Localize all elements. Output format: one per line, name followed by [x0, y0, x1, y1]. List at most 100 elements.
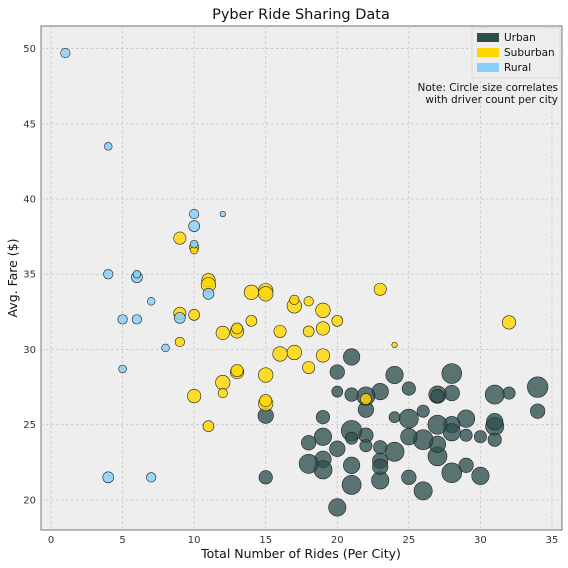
data-point [243, 284, 259, 300]
data-point [174, 336, 185, 348]
data-point [315, 302, 331, 318]
data-point [132, 270, 142, 279]
data-point [189, 239, 199, 249]
data-point [345, 431, 359, 445]
data-point [117, 314, 128, 325]
y-tick-label: 30 [23, 345, 36, 356]
series-urban [257, 348, 549, 517]
data-point [502, 315, 517, 330]
y-axis-label: Avg. Fare ($) [5, 238, 20, 317]
data-point [341, 475, 362, 495]
x-tick-label: 0 [48, 535, 54, 546]
data-point [441, 462, 463, 484]
data-point [272, 346, 288, 362]
data-point [188, 220, 200, 232]
data-point [258, 470, 273, 485]
data-point [189, 208, 200, 220]
data-point [344, 387, 359, 402]
x-tick-label: 5 [119, 535, 125, 546]
data-point [245, 315, 258, 327]
data-point [413, 481, 433, 501]
data-point [215, 374, 231, 391]
data-point [188, 309, 200, 321]
data-point [343, 456, 361, 474]
legend-label: Urban [504, 32, 536, 44]
data-point [131, 314, 142, 325]
y-tick-label: 35 [23, 270, 36, 281]
data-point [146, 472, 157, 483]
y-tick-label: 25 [23, 420, 36, 431]
data-point [399, 408, 419, 429]
data-point [219, 211, 226, 218]
data-point [388, 411, 401, 423]
data-point [313, 427, 332, 446]
x-tick-label: 35 [546, 535, 559, 546]
data-point [302, 325, 315, 338]
data-point [202, 287, 215, 300]
data-point [315, 321, 331, 336]
data-point [359, 439, 373, 453]
data-point [401, 381, 416, 396]
data-point [484, 384, 505, 405]
data-point [373, 282, 387, 296]
y-tick-label: 20 [23, 495, 36, 506]
data-point [217, 388, 228, 399]
data-point [486, 413, 504, 431]
x-tick-label: 25 [402, 535, 415, 546]
data-point [401, 469, 417, 485]
data-point [473, 430, 487, 444]
data-point [230, 364, 244, 377]
note-line: with driver count per city [425, 94, 558, 106]
data-point [259, 394, 273, 408]
x-tick-label: 20 [331, 535, 344, 546]
data-point [372, 458, 389, 475]
legend-label: Rural [504, 62, 531, 74]
note-line: Note: Circle size correlates [417, 82, 558, 94]
chart-title: Pyber Ride Sharing Data [212, 7, 390, 23]
data-point [286, 344, 302, 361]
x-axis-label: Total Number of Rides (Per City) [200, 546, 401, 561]
data-point [187, 389, 202, 404]
data-point [301, 435, 317, 451]
data-point [303, 296, 314, 307]
data-point [258, 367, 274, 383]
grid [41, 26, 562, 530]
data-point [427, 414, 448, 435]
data-point [441, 363, 463, 384]
x-tick-label: 30 [474, 535, 487, 546]
data-point [215, 325, 230, 340]
data-point [459, 428, 473, 442]
data-point [530, 403, 546, 419]
legend-swatch [477, 63, 499, 72]
data-point [315, 348, 331, 363]
data-point [104, 142, 113, 151]
data-point [385, 366, 404, 385]
data-point [329, 364, 345, 380]
data-point [502, 386, 516, 400]
data-point [102, 471, 115, 484]
data-point [331, 385, 344, 398]
data-point [487, 432, 502, 447]
data-point [118, 364, 127, 374]
y-tick-label: 45 [23, 119, 36, 130]
data-points [60, 48, 549, 517]
axis-ticks: 0 5 10 15 20 25 30 35 20 25 30 35 40 45 50 [23, 44, 558, 546]
data-point [400, 428, 418, 446]
legend: Urban Suburban Rural [471, 27, 561, 79]
x-tick-label: 15 [259, 535, 272, 546]
data-point [315, 410, 331, 425]
data-point [174, 312, 186, 324]
y-tick-label: 50 [23, 44, 36, 55]
data-point [527, 376, 549, 398]
y-tick-label: 40 [23, 195, 36, 206]
data-point [258, 286, 274, 302]
plot-area [40, 25, 563, 531]
data-point [302, 361, 316, 374]
data-point [60, 48, 71, 59]
data-point [430, 389, 445, 404]
data-point [360, 393, 372, 405]
series-rural [60, 48, 226, 484]
data-point [373, 440, 388, 455]
